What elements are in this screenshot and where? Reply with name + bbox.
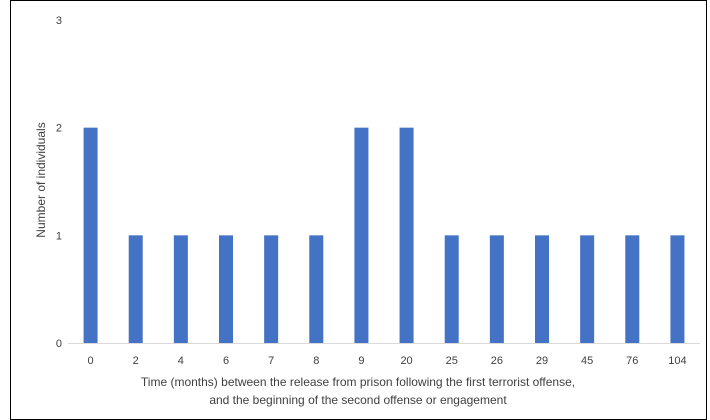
bar-0 (83, 127, 98, 344)
y-axis-ticks: 0 1 2 3 (56, 15, 62, 350)
bar-76 (625, 235, 640, 343)
y-tick-label: 2 (56, 123, 62, 135)
bar-25 (444, 235, 459, 343)
x-axis-label-line-1: Time (months) between the release from p… (141, 375, 575, 389)
x-tick-label: 2 (133, 355, 139, 367)
x-tick-label: 7 (268, 355, 274, 367)
x-tick-label: 4 (178, 355, 184, 367)
y-tick-label: 0 (56, 338, 62, 350)
x-tick-label: 45 (581, 355, 593, 367)
x-tick-label: 26 (491, 355, 503, 367)
bar-9 (354, 127, 369, 344)
x-axis-label-line-2: and the beginning of the second offense … (209, 393, 507, 407)
y-axis-label: Number of individuals (34, 122, 48, 237)
bar-45 (580, 235, 595, 343)
x-tick-label: 104 (668, 355, 686, 367)
bar-29 (535, 235, 549, 343)
x-tick-label: 25 (446, 355, 458, 367)
bar-8 (309, 235, 324, 343)
bar-104 (670, 235, 685, 343)
x-tick-label: 0 (88, 355, 94, 367)
bar-7 (264, 235, 279, 343)
x-tick-label: 9 (358, 355, 364, 367)
bar-20 (399, 127, 414, 344)
bar-series (83, 127, 685, 344)
x-tick-label: 76 (626, 355, 638, 367)
bar-6 (219, 235, 233, 343)
x-axis-ticks: 0 2 4 6 7 8 9 20 25 26 29 45 76 104 (88, 355, 687, 367)
y-tick-label: 1 (56, 230, 62, 242)
bar-26 (489, 235, 504, 343)
x-tick-label: 6 (223, 355, 229, 367)
x-tick-label: 8 (313, 355, 319, 367)
x-tick-label: 29 (536, 355, 548, 367)
bar-4 (173, 235, 188, 343)
y-tick-label: 3 (56, 15, 62, 27)
x-tick-label: 20 (400, 355, 412, 367)
bar-2 (128, 235, 143, 343)
